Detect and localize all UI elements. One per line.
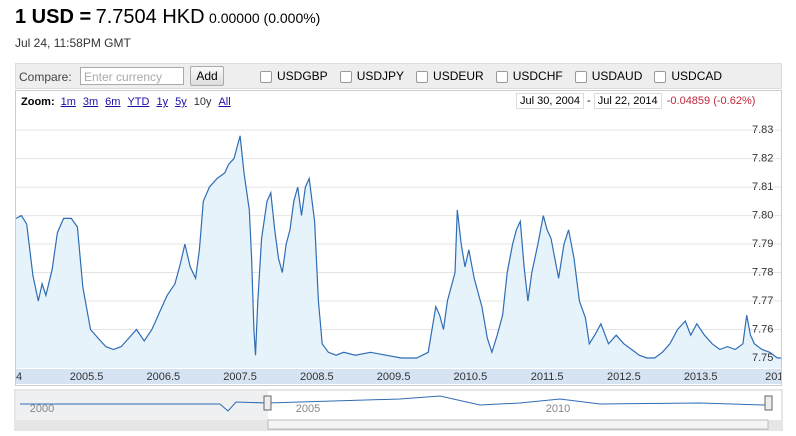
checkbox[interactable]: [339, 70, 352, 83]
zoom: Zoom: 1m 3m 6m YTD 1y 5y 10y All: [21, 96, 238, 108]
header: 1 USD = 7.7504 HKD 0.00000 (0.000%): [15, 6, 320, 29]
range-sep: -: [587, 95, 591, 107]
x-tick-label: 2009.5: [377, 371, 411, 383]
zoom-option[interactable]: 1y: [156, 96, 169, 108]
handle-right[interactable]: [764, 395, 773, 411]
zoom-label: Zoom:: [21, 96, 55, 108]
x-tick-label: 2008.5: [300, 371, 334, 383]
navigator-label: 2000: [30, 403, 54, 415]
range-from[interactable]: Jul 30, 2004: [516, 93, 584, 109]
navigator-line: [20, 395, 766, 412]
chart-box: [15, 90, 782, 386]
scroll-thumb[interactable]: [267, 419, 769, 430]
y-tick-label: 7.78: [752, 266, 773, 278]
option-label: USDGBP: [277, 69, 328, 83]
zoom-option[interactable]: 6m: [105, 96, 121, 108]
checkbox[interactable]: [260, 70, 272, 83]
compare-bar: Compare: Enter currency Add USDGBP USDJPY…: [15, 63, 782, 89]
y-tick-label: 7.81: [752, 181, 773, 193]
range-change: -0.04859 (-0.62%): [666, 95, 756, 107]
change: 0.00000 (0.000%): [209, 10, 321, 26]
checkbox[interactable]: [416, 70, 429, 83]
zoom-option[interactable]: 10y: [193, 96, 212, 108]
checkbox[interactable]: [495, 70, 508, 83]
y-tick-label: 7.82: [752, 152, 773, 164]
x-tick-label: 2007.5: [223, 371, 257, 383]
navigator-label: 2010: [546, 403, 570, 415]
x-tick-label: 2013.5: [684, 371, 718, 383]
option-label: USDEUR: [433, 69, 484, 83]
handle-left[interactable]: [263, 395, 272, 411]
option-label: USDAUD: [591, 69, 643, 83]
x-axis-strip: [16, 369, 781, 384]
time: Jul 24, 11:58PM GMT: [15, 36, 131, 50]
y-tick-label: 7.80: [752, 209, 773, 221]
x-tick-label: 2014: [765, 371, 789, 383]
currency-input[interactable]: Enter currency: [80, 67, 184, 85]
compare-option[interactable]: USDCHF: [495, 69, 563, 83]
compare-option[interactable]: USDCAD: [654, 69, 722, 83]
compare-option[interactable]: USDEUR: [416, 69, 484, 83]
rate: 7.7504 HKD: [95, 6, 205, 28]
zoom-option[interactable]: 3m: [82, 96, 99, 108]
x-tick-label: 2004: [0, 371, 22, 383]
zoom-option[interactable]: All: [218, 96, 231, 108]
zoom-option[interactable]: 5y: [175, 96, 187, 108]
x-tick-label: 2012.5: [607, 371, 641, 383]
checkbox[interactable]: [574, 70, 587, 83]
checkbox[interactable]: [654, 70, 667, 83]
x-tick-label: 2005.5: [70, 371, 104, 383]
area: [16, 135, 781, 368]
x-tick-label: 2011.5: [531, 371, 564, 383]
navigator-label: 2005: [296, 403, 320, 415]
compare-label: Compare:: [19, 70, 72, 84]
y-tick-label: 7.75: [752, 352, 773, 364]
line: [16, 135, 781, 359]
option-label: USDJPY: [356, 69, 405, 83]
range: Jul 30, 2004 - Jul 22, 2014 -0.04859 (-0…: [516, 93, 756, 109]
zoom-option[interactable]: 1m: [60, 96, 76, 108]
compare-option[interactable]: USDAUD: [574, 69, 643, 83]
add-button[interactable]: Add: [190, 66, 224, 86]
range-to[interactable]: Jul 22, 2014: [593, 93, 662, 109]
y-tick-label: 7.79: [752, 238, 773, 250]
x-tick-label: 2006.5: [147, 371, 181, 383]
zoom-option[interactable]: YTD: [127, 96, 150, 108]
compare-option[interactable]: USDJPY: [339, 69, 405, 83]
y-tick-label: 7.76: [752, 323, 773, 335]
option-label: USDCAD: [671, 69, 723, 83]
y-tick-label: 7.83: [752, 124, 773, 136]
navigator-shade: [16, 391, 268, 420]
x-tick-label: 2010.5: [454, 371, 488, 383]
compare-option[interactable]: USDGBP: [260, 69, 328, 83]
base: 1 USD =: [15, 6, 92, 28]
option-label: USDCHF: [512, 69, 563, 83]
y-tick-label: 7.77: [752, 295, 773, 307]
